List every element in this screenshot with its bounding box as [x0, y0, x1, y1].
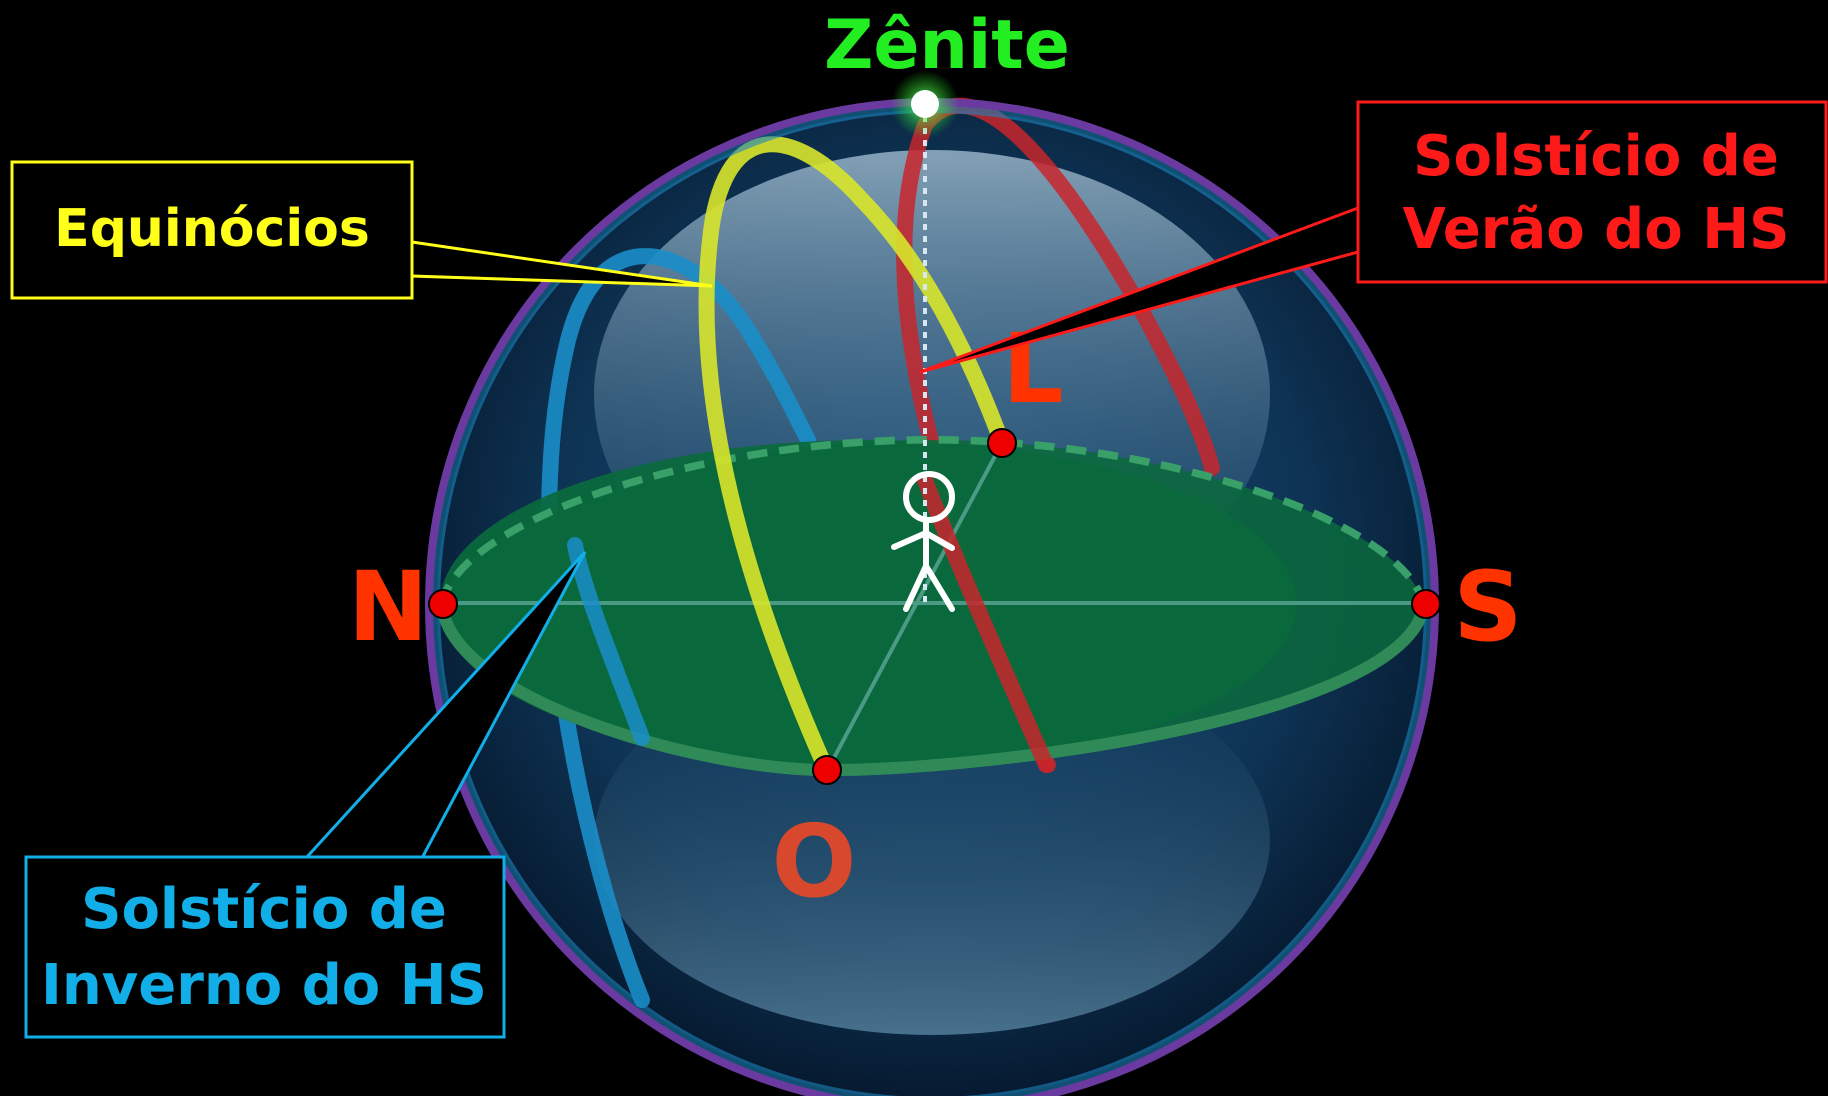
north-label: N	[348, 551, 428, 663]
zenith-point	[911, 90, 939, 118]
south-point	[1412, 590, 1440, 618]
west-point	[813, 756, 841, 784]
west-label: O	[771, 803, 856, 920]
summer-callout-line-1: Solstício de	[1413, 124, 1779, 189]
zenith-label: Zênite	[824, 6, 1070, 85]
winter-callout-line-1: Solstício de	[81, 877, 447, 942]
east-point	[988, 429, 1016, 457]
equinox-callout-text: Equinócios	[54, 199, 370, 259]
south-label: S	[1453, 551, 1522, 663]
winter-callout-line-2: Inverno do HS	[41, 953, 487, 1018]
north-point	[429, 590, 457, 618]
summer-callout-line-2: Verão do HS	[1403, 197, 1790, 262]
